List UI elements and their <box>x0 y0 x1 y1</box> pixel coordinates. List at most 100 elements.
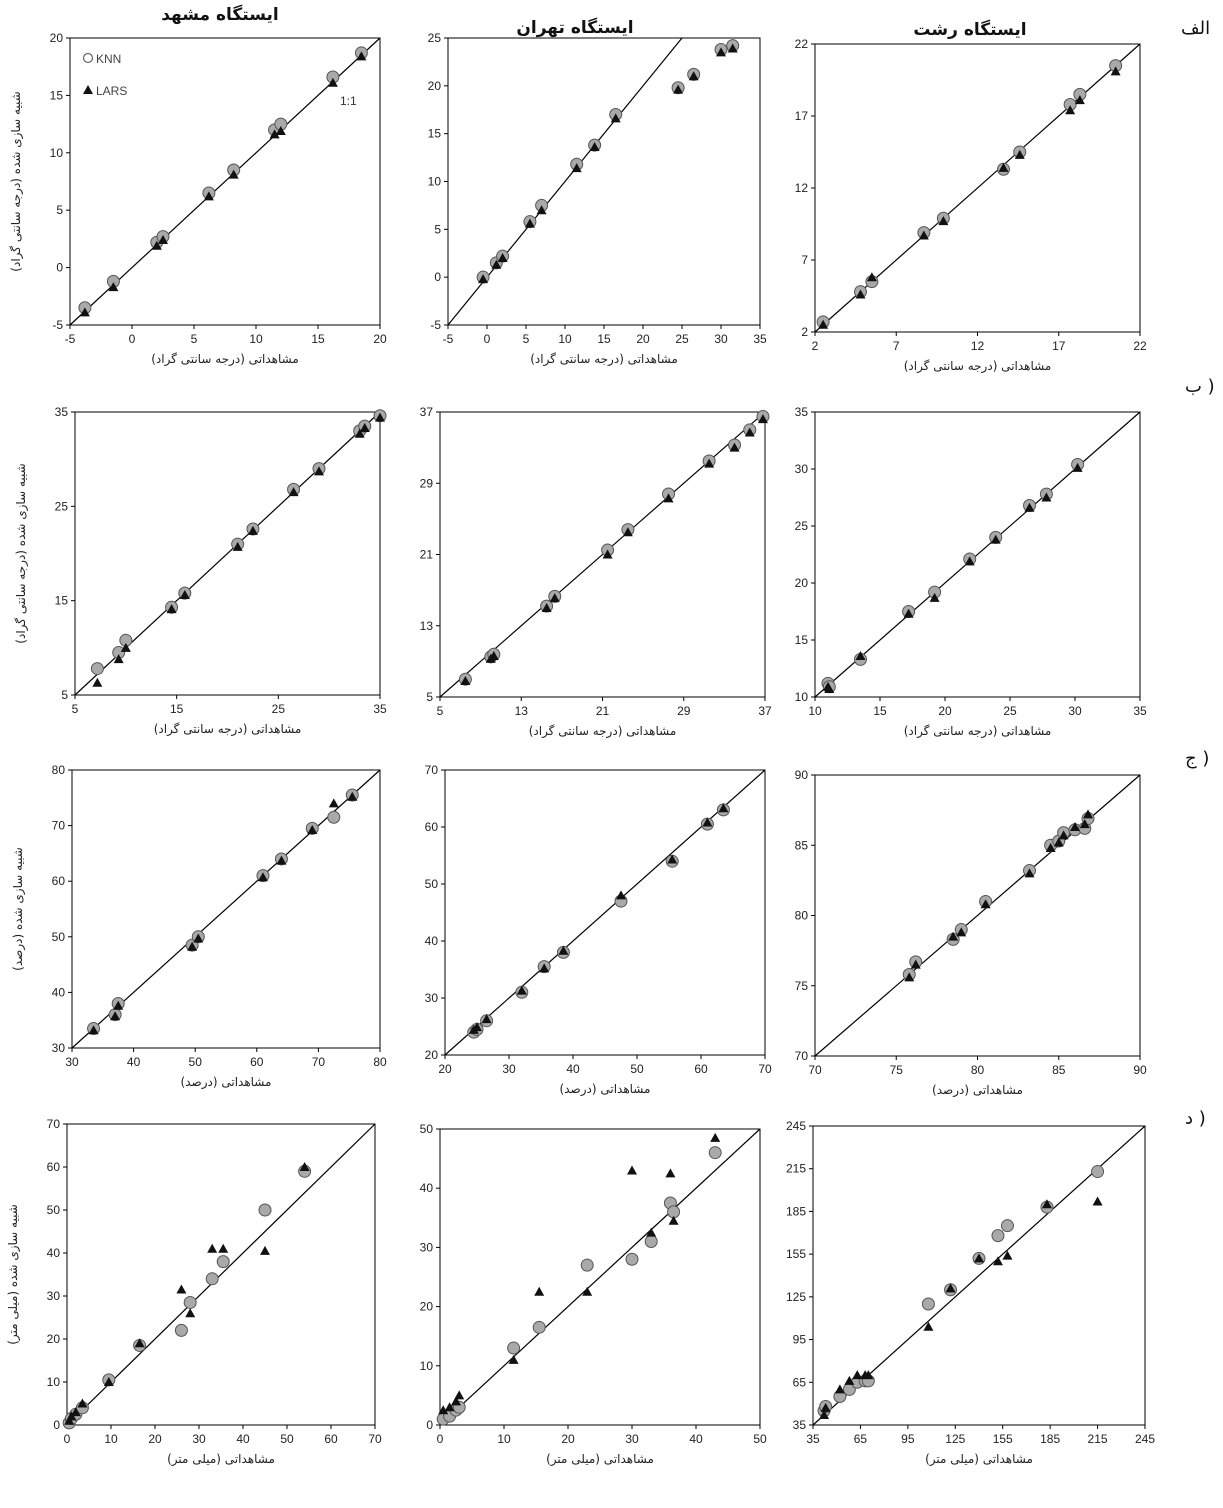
lars-point <box>710 1132 721 1142</box>
y-tick-label: 30 <box>47 1289 61 1303</box>
x-tick-label: 15 <box>170 702 184 716</box>
x-axis-label: مشاهداتی (میلی متر) <box>167 1452 275 1467</box>
lars-point <box>438 1405 449 1415</box>
x-tick-label: 155 <box>993 1432 1013 1446</box>
lars-point <box>524 218 535 228</box>
x-axis-label: مشاهداتی (میلی متر) <box>925 1452 1033 1467</box>
lars-point <box>120 642 131 652</box>
x-tick-label: 70 <box>808 1063 822 1077</box>
x-axis-label: مشاهداتی (درجه سانتی گراد) <box>154 722 302 737</box>
y-tick-label: 37 <box>420 405 434 419</box>
knn-point <box>580 1258 594 1272</box>
lars-point <box>844 1375 855 1385</box>
plot-frame <box>812 1125 1146 1426</box>
y-tick-label: 50 <box>47 1203 61 1217</box>
lars-point <box>980 899 991 909</box>
y-tick-label: 20 <box>50 31 64 45</box>
lars-point <box>558 945 569 955</box>
lars-point <box>260 1245 270 1255</box>
x-tick-label: 5 <box>437 704 444 718</box>
x-axis-label: مشاهداتی (درجه سانتی گراد) <box>529 724 677 739</box>
lars-point <box>460 675 471 685</box>
y-tick-label: 85 <box>795 838 809 852</box>
lars-point <box>964 556 975 566</box>
y-tick-label: 0 <box>56 261 63 275</box>
x-tick-label: 70 <box>368 1432 382 1446</box>
lars-point <box>834 1384 845 1394</box>
lars-point <box>1014 149 1025 159</box>
y-tick-label: 60 <box>47 1160 61 1174</box>
x-tick-label: 25 <box>1003 704 1017 718</box>
x-tick-label: -5 <box>443 332 454 346</box>
knn-point <box>991 1229 1005 1243</box>
lars-point <box>1041 492 1052 502</box>
x-tick-label: 5 <box>523 332 530 346</box>
lars-point <box>667 854 678 864</box>
lars-point <box>744 427 755 437</box>
lars-point <box>673 84 684 94</box>
x-tick-label: 50 <box>753 1432 767 1446</box>
legend-lars-label: LARS <box>96 84 127 98</box>
lars-point <box>276 855 287 865</box>
y-tick-label: 30 <box>420 1240 434 1254</box>
x-tick-label: 215 <box>1088 1432 1108 1446</box>
lars-point <box>727 43 738 53</box>
x-tick-label: 245 <box>1135 1432 1155 1446</box>
lars-point <box>819 1410 830 1420</box>
lars-point <box>497 253 508 263</box>
lars-point <box>668 1215 679 1225</box>
lars-point <box>716 47 726 57</box>
y-tick-label: 80 <box>52 763 66 777</box>
lars-point <box>1083 809 1093 819</box>
y-tick-label: 65 <box>793 1375 807 1389</box>
y-tick-label: 13 <box>420 619 434 633</box>
y-tick-label: 50 <box>52 930 66 944</box>
lars-point <box>1070 821 1080 831</box>
x-tick-label: 20 <box>938 704 952 718</box>
row-label-d: د ) <box>1185 1108 1206 1129</box>
x-axis-label: مشاهداتی (درجه سانتی گراد) <box>904 359 1052 374</box>
lars-point <box>347 791 358 801</box>
legend-knn-label: KNN <box>96 52 121 66</box>
x-tick-label: 125 <box>945 1432 965 1446</box>
knn-point <box>258 1203 272 1217</box>
row-label-c: ج ) <box>1185 748 1210 769</box>
y-tick-label: 15 <box>795 633 809 647</box>
lars-point <box>945 1283 956 1293</box>
y-tick-label: 95 <box>793 1333 807 1347</box>
plot-frame <box>444 769 766 1056</box>
y-tick-label: 20 <box>425 1048 439 1062</box>
x-tick-label: 30 <box>65 1055 79 1069</box>
lars-point <box>77 1398 88 1408</box>
x-tick-label: 10 <box>249 332 263 346</box>
lars-point <box>247 525 258 535</box>
one-to-one-line <box>69 37 381 326</box>
x-tick-label: 50 <box>630 1062 644 1076</box>
lars-point <box>451 1396 461 1406</box>
x-axis-label: مشاهداتی (میلی متر) <box>546 1452 654 1467</box>
lars-point <box>375 412 385 422</box>
x-tick-label: 50 <box>280 1432 294 1446</box>
knn-point <box>216 1255 230 1269</box>
x-tick-label: 35 <box>1133 704 1147 718</box>
row-label-b: ب ) <box>1185 376 1215 397</box>
x-tick-label: 20 <box>373 332 387 346</box>
x-tick-label: 30 <box>1068 704 1082 718</box>
x-tick-label: 35 <box>806 1432 820 1446</box>
lars-point <box>589 142 600 152</box>
plot-frame <box>439 1128 761 1426</box>
x-tick-label: 25 <box>272 702 286 716</box>
y-tick-label: 5 <box>61 688 68 702</box>
x-tick-label: 70 <box>758 1062 772 1076</box>
lars-point <box>108 282 119 292</box>
lars-point <box>974 1253 984 1263</box>
lars-point <box>354 428 365 438</box>
column-title-tehran: ایستگاه تهران <box>516 18 634 38</box>
chart-c-rasht: 70 75 80 85 90 70 75 80 85 90 مشاهداتی (درصد) <box>795 768 1147 1098</box>
lars-point <box>534 1286 545 1296</box>
lars-point <box>541 602 552 612</box>
lars-point <box>1072 462 1083 472</box>
lars-point <box>327 77 338 87</box>
column-title-mashhad: ایستگاه مشهد <box>161 5 279 25</box>
chart-c-tehran: 20 30 40 50 60 70 20 30 40 50 60 70 مشاهداتی (درصد) <box>425 763 772 1097</box>
